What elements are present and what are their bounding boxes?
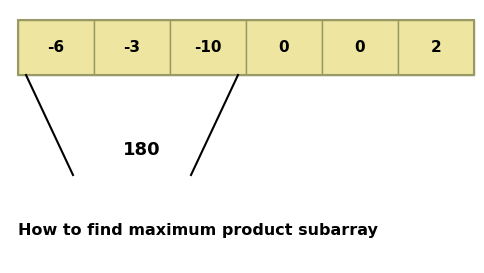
Text: 180: 180 bbox=[123, 141, 161, 159]
Text: -3: -3 bbox=[123, 40, 140, 55]
Text: 0: 0 bbox=[355, 40, 365, 55]
Bar bbox=[18, 20, 474, 75]
Bar bbox=[246, 20, 322, 75]
Text: 0: 0 bbox=[279, 40, 289, 55]
Bar bbox=[398, 20, 474, 75]
Bar bbox=[322, 20, 398, 75]
Text: -10: -10 bbox=[194, 40, 222, 55]
Text: How to find maximum product subarray: How to find maximum product subarray bbox=[18, 222, 378, 238]
Bar bbox=[170, 20, 246, 75]
Bar bbox=[18, 20, 94, 75]
Bar bbox=[94, 20, 170, 75]
Text: -6: -6 bbox=[47, 40, 64, 55]
Text: 2: 2 bbox=[431, 40, 441, 55]
